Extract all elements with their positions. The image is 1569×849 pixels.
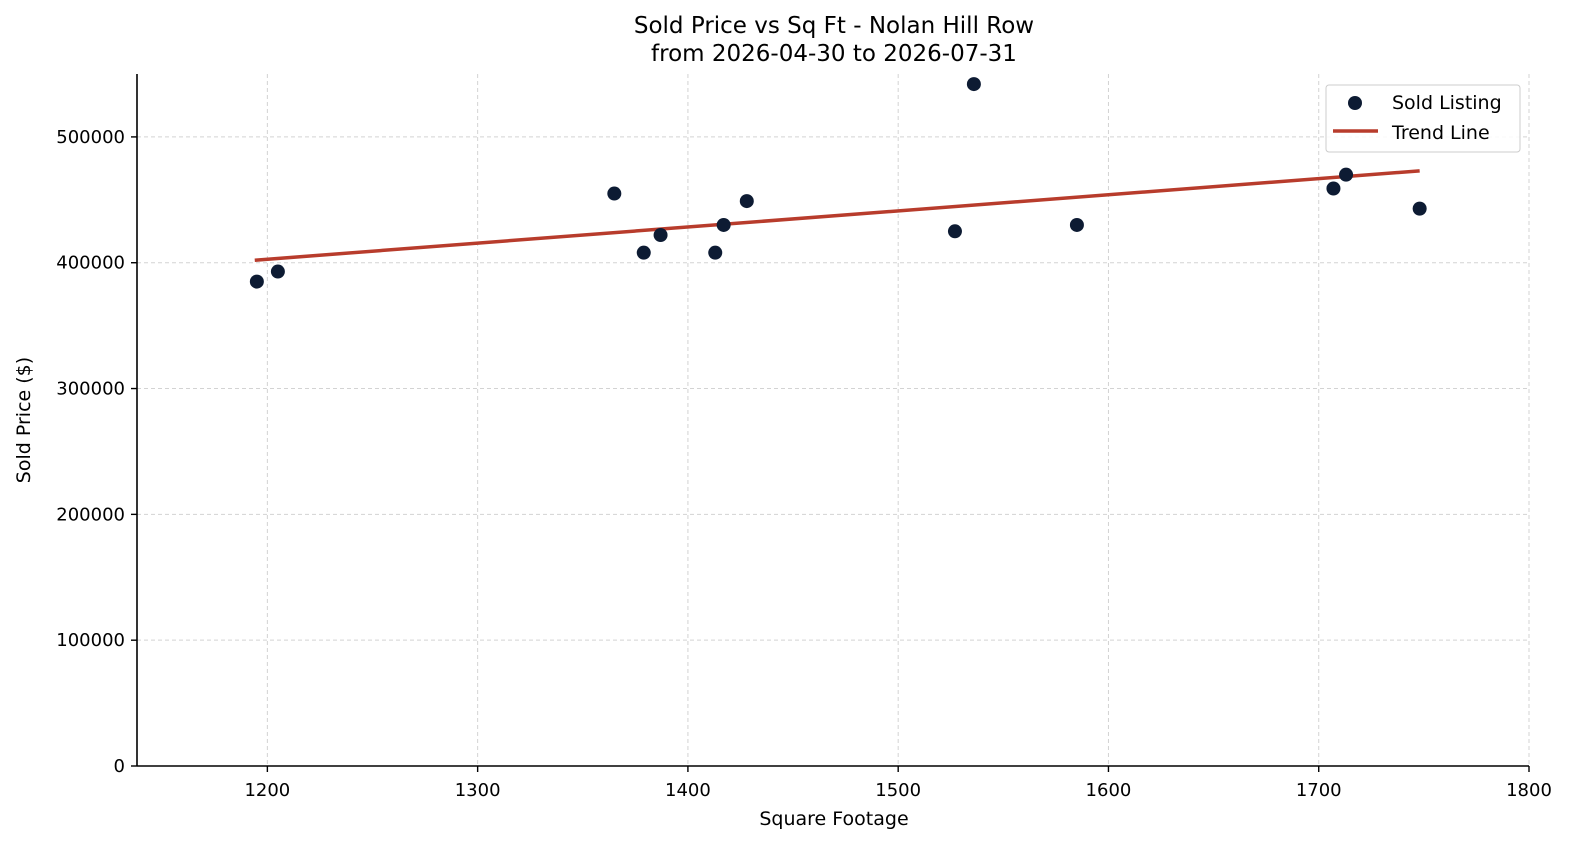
- chart-title: Sold Price vs Sq Ft - Nolan Hill Row: [634, 13, 1034, 39]
- grid-layer: [137, 74, 1530, 767]
- sold-listing-point: [947, 224, 962, 239]
- x-tick-label: 1300: [455, 780, 501, 801]
- y-tick-label: 100000: [56, 630, 125, 651]
- legend-box: [1325, 84, 1521, 153]
- legend-label-trend-line: Trend Line: [1391, 122, 1490, 144]
- y-tick-label: 0: [114, 756, 125, 777]
- x-tick-label: 1600: [1086, 780, 1132, 801]
- chart-subtitle: from 2026-04-30 to 2026-07-31: [651, 41, 1017, 67]
- y-axis-label: Sold Price ($): [13, 357, 35, 483]
- x-tick-label: 1800: [1506, 780, 1552, 801]
- sold-listing-point: [1326, 181, 1341, 196]
- x-tick-label: 1200: [244, 780, 290, 801]
- sold-listing-point: [966, 77, 981, 92]
- x-tick-label: 1400: [665, 780, 711, 801]
- y-tick-label: 300000: [56, 379, 125, 400]
- y-tick-label: 200000: [56, 504, 125, 525]
- sold-listing-point: [270, 264, 285, 279]
- sold-listing-point: [708, 245, 723, 260]
- legend-marker-sold-listing: [1348, 96, 1362, 110]
- sold-listing-point: [716, 217, 731, 232]
- y-tick-label: 400000: [56, 253, 125, 274]
- trend-layer: [254, 169, 1420, 262]
- ticks-layer: 1200 1300 1400 1500 1600 1700 1800 0 100000 20000…: [56, 127, 1552, 801]
- sold-listing-point: [607, 186, 622, 201]
- legend-label-sold-listing: Sold Listing: [1392, 92, 1502, 114]
- sold-listing-point: [1069, 217, 1084, 232]
- y-tick-label: 500000: [56, 127, 125, 148]
- sold-listing-point: [249, 274, 264, 289]
- points-layer: [249, 77, 1427, 289]
- trend-line: [254, 169, 1420, 262]
- x-axis-label: Square Footage: [759, 808, 908, 830]
- legend: Sold Listing Trend Line: [1325, 84, 1521, 153]
- x-tick-label: 1700: [1296, 780, 1342, 801]
- axes-layer: [136, 74, 1529, 767]
- sold-listing-point: [1412, 201, 1427, 216]
- sold-listing-point: [739, 194, 754, 209]
- sold-listing-point: [653, 228, 668, 243]
- x-tick-label: 1500: [875, 780, 921, 801]
- sold-listing-point: [1339, 167, 1354, 182]
- sold-listing-point: [636, 245, 651, 260]
